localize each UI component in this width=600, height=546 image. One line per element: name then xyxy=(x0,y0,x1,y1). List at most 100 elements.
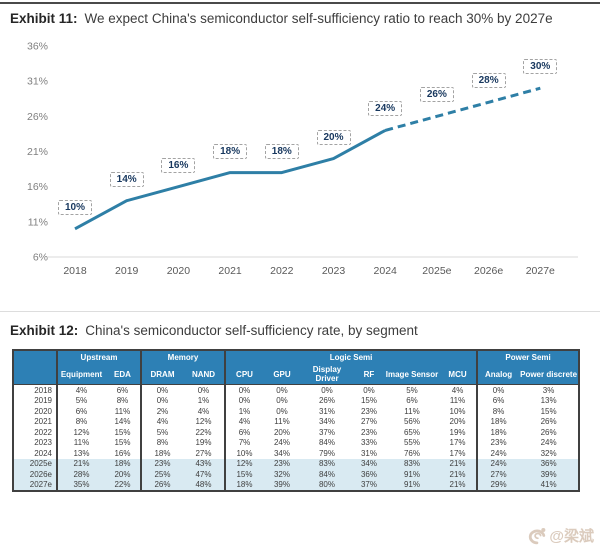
data-point-label: 26% xyxy=(419,87,454,103)
value-cell: 23% xyxy=(140,458,183,469)
value-cell: 18% xyxy=(140,448,183,459)
value-cell: 12% xyxy=(183,416,225,427)
data-point-label: 18% xyxy=(264,143,299,159)
year-cell: 2022 xyxy=(13,427,57,438)
exhibit11-heading: We expect China's semiconductor self-suf… xyxy=(84,11,553,26)
value-cell: 4% xyxy=(140,416,183,427)
weibo-watermark: @梁斌 xyxy=(525,525,594,546)
value-cell: 14% xyxy=(105,416,141,427)
value-cell: 0% xyxy=(224,384,263,396)
value-cell: 0% xyxy=(476,384,520,396)
exhibit11-label: Exhibit 11: xyxy=(10,11,78,26)
value-cell: 2% xyxy=(140,406,183,417)
group-header: Logic Semi xyxy=(223,350,478,364)
group-header: Memory xyxy=(140,350,225,364)
value-cell: 32% xyxy=(519,448,580,459)
value-cell: 91% xyxy=(385,469,439,480)
y-axis-tick: 6% xyxy=(33,252,48,264)
table-row: 2027e 35% 22% 26% 48% 18% 39% 80% 37% 91% 21% 29% 41… xyxy=(13,479,580,491)
x-axis-tick: 2020 xyxy=(167,265,191,277)
value-cell: 21% xyxy=(56,458,105,469)
column-header: Analog xyxy=(476,364,520,385)
table-row: 2021 8% 14% 4% 12% 4% 11% 34% 27% 56% 20% 18% 26% xyxy=(13,416,580,427)
value-cell: 0% xyxy=(140,384,183,396)
value-cell: 18% xyxy=(224,479,263,491)
value-cell: 17% xyxy=(439,437,478,448)
table-row: 2018 4% 6% 0% 0% 0% 0% 0% 0% 5% 4% 0% 3% xyxy=(13,384,580,396)
table-row: 2025e 21% 18% 23% 43% 12% 23% 83% 34% 83% 21% 24% 36… xyxy=(13,458,580,469)
series-line-forecast xyxy=(384,86,541,132)
value-cell: 8% xyxy=(140,437,183,448)
value-cell: 27% xyxy=(353,416,385,427)
weibo-watermark-text: @梁斌 xyxy=(549,528,594,545)
value-cell: 13% xyxy=(519,395,580,406)
value-cell: 83% xyxy=(385,458,439,469)
value-cell: 5% xyxy=(385,384,439,396)
value-cell: 31% xyxy=(301,406,353,417)
value-cell: 15% xyxy=(519,406,580,417)
column-header: RF xyxy=(353,364,385,385)
exhibit11-title: Exhibit 11: We expect China's semiconduct… xyxy=(0,0,588,28)
data-point-label: 20% xyxy=(316,129,351,145)
value-cell: 91% xyxy=(385,479,439,491)
weibo-logo-icon xyxy=(525,526,547,545)
value-cell: 21% xyxy=(439,469,478,480)
value-cell: 0% xyxy=(263,406,301,417)
data-point-label: 18% xyxy=(213,143,248,159)
value-cell: 23% xyxy=(353,427,385,438)
value-cell: 11% xyxy=(385,406,439,417)
x-axis-tick: 2027e xyxy=(526,265,555,277)
value-cell: 16% xyxy=(105,448,141,459)
data-point-label: 16% xyxy=(161,157,196,173)
value-cell: 55% xyxy=(385,437,439,448)
value-cell: 21% xyxy=(439,458,478,469)
x-axis-tick: 2019 xyxy=(115,265,139,277)
value-cell: 65% xyxy=(385,427,439,438)
column-header: EDA xyxy=(105,364,141,385)
value-cell: 0% xyxy=(263,395,301,406)
column-header: Display Driver xyxy=(301,364,353,385)
value-cell: 4% xyxy=(439,384,478,396)
value-cell: 48% xyxy=(183,479,225,491)
value-cell: 34% xyxy=(353,458,385,469)
value-cell: 26% xyxy=(140,479,183,491)
column-header: MCU xyxy=(439,364,478,385)
year-cell: 2024 xyxy=(13,448,57,459)
value-cell: 13% xyxy=(56,448,105,459)
value-cell: 24% xyxy=(476,448,520,459)
value-cell: 19% xyxy=(183,437,225,448)
value-cell: 20% xyxy=(263,427,301,438)
value-cell: 0% xyxy=(353,384,385,396)
value-cell: 3% xyxy=(519,384,580,396)
column-header: Equipment xyxy=(56,364,105,385)
value-cell: 12% xyxy=(56,427,105,438)
value-cell: 19% xyxy=(439,427,478,438)
data-point-label: 10% xyxy=(58,199,92,215)
table-row: 2023 11% 15% 8% 19% 7% 24% 84% 33% 55% 17% 23% 24% xyxy=(13,437,580,448)
exhibit12-label: Exhibit 12: xyxy=(10,323,79,338)
value-cell: 28% xyxy=(56,469,105,480)
value-cell: 43% xyxy=(183,458,225,469)
y-axis-tick: 11% xyxy=(28,216,48,228)
column-header: NAND xyxy=(183,364,225,385)
value-cell: 27% xyxy=(476,469,520,480)
value-cell: 11% xyxy=(439,395,478,406)
value-cell: 34% xyxy=(263,448,301,459)
value-cell: 23% xyxy=(263,458,301,469)
value-cell: 6% xyxy=(224,427,263,438)
data-point-label: 28% xyxy=(471,73,506,89)
value-cell: 7% xyxy=(224,437,263,448)
value-cell: 39% xyxy=(263,479,301,491)
value-cell: 11% xyxy=(263,416,301,427)
value-cell: 34% xyxy=(301,416,353,427)
value-cell: 27% xyxy=(183,448,225,459)
value-cell: 11% xyxy=(56,437,105,448)
year-cell: 2018 xyxy=(13,384,57,396)
value-cell: 37% xyxy=(353,479,385,491)
value-cell: 6% xyxy=(105,384,141,396)
value-cell: 37% xyxy=(301,427,353,438)
value-cell: 1% xyxy=(183,395,225,406)
value-cell: 0% xyxy=(183,384,225,396)
value-cell: 8% xyxy=(56,416,105,427)
series-line-actual xyxy=(74,129,386,231)
